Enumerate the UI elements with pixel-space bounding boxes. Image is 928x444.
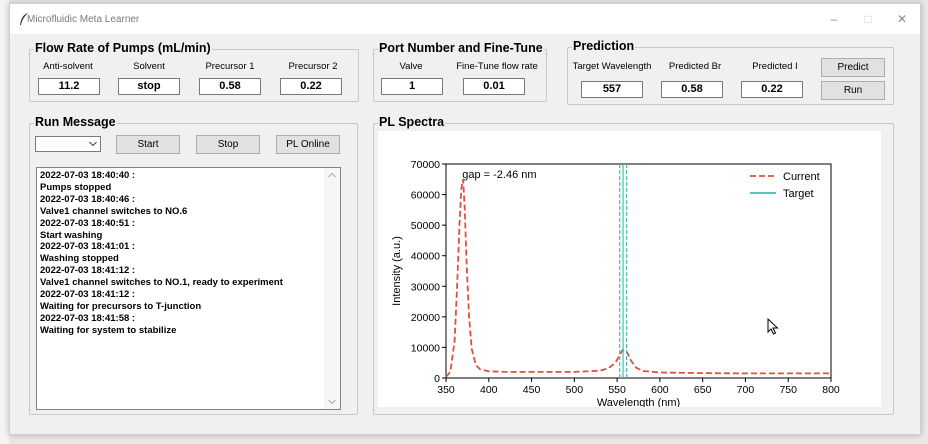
run-button[interactable]: Run	[821, 81, 885, 100]
start-button[interactable]: Start	[116, 135, 180, 154]
plot-frame	[445, 163, 832, 379]
x-tick-label: 350	[437, 384, 455, 396]
scroll-up-icon[interactable]	[328, 172, 336, 178]
predict-button[interactable]: Predict	[821, 58, 885, 77]
prediction-title: Prediction	[572, 39, 636, 53]
close-icon[interactable]: ✕	[896, 12, 908, 26]
pl-spectra-title: PL Spectra	[378, 115, 446, 129]
log-line: Waiting for system to stabilize	[40, 324, 177, 336]
y-tick-label: 50000	[411, 220, 440, 232]
background-window-strip	[0, 0, 9, 444]
legend-target-label: Target	[783, 188, 814, 200]
y-tick-label: 60000	[411, 190, 440, 202]
pump-label-solvent: Solvent	[133, 61, 165, 72]
scroll-down-icon[interactable]	[328, 399, 336, 405]
y-tick-label: 0	[434, 373, 440, 385]
log-line: Valve1 channel switches to NO.1, ready t…	[40, 277, 283, 289]
title-bar: Microfluidic Meta Learner – □ ✕	[10, 4, 920, 34]
anti-solvent-field[interactable]: 11.2	[38, 78, 100, 95]
y-tick-label: 20000	[411, 312, 440, 324]
pumps-title: Flow Rate of Pumps (mL/min)	[34, 41, 212, 55]
log-line: Start washing	[40, 229, 103, 241]
x-tick-label: 550	[608, 384, 626, 396]
target-wavelength-field[interactable]: 557	[581, 81, 643, 98]
stop-button[interactable]: Stop	[196, 135, 260, 154]
log-line: 2022-07-03 18:41:01 :	[40, 241, 136, 253]
run-log-lines: 2022-07-03 18:40:40 : Pumps stopped 2022-0…	[40, 170, 330, 337]
log-line: Washing stopped	[40, 253, 119, 265]
valve-field[interactable]: 1	[381, 78, 443, 95]
x-tick-label: 750	[779, 384, 797, 396]
y-tick-label: 10000	[411, 342, 440, 354]
valve-label: Valve	[399, 61, 423, 72]
log-line: 2022-07-03 18:40:46 :	[40, 193, 136, 205]
run-combo[interactable]	[35, 136, 101, 152]
pump-label-precursor-2: Precursor 2	[288, 61, 338, 72]
predicted-i-label: Predicted I	[752, 61, 798, 72]
x-tick-label: 650	[694, 384, 712, 396]
minimize-icon[interactable]: –	[830, 12, 838, 26]
port-title: Port Number and Fine-Tune	[378, 41, 544, 55]
log-line: 2022-07-03 18:40:40 :	[40, 170, 136, 181]
target-wavelength-label: Target Wavelength	[572, 61, 652, 72]
pl-spectra-chart: 350 400 450 500 550 600 650 700 750 800 0 10000 2000…	[391, 159, 840, 409]
pl-chart-area: 350 400 450 500 550 600 650 700 750 800 0 10000 2000…	[378, 131, 881, 409]
precursor-1-field[interactable]: 0.58	[199, 78, 261, 95]
x-axis-label: Wavelength (nm)	[597, 397, 680, 407]
pumps-group: Flow Rate of Pumps (mL/min) Anti-solvent…	[29, 41, 359, 102]
x-tick-label: 700	[737, 384, 755, 396]
log-line: Waiting for precursors to T-junction	[40, 300, 202, 312]
predicted-i-field[interactable]: 0.22	[741, 81, 803, 98]
pl-online-button[interactable]: PL Online	[276, 135, 340, 154]
run-log[interactable]: 2022-07-03 18:40:40 : Pumps stopped 2022-0…	[36, 167, 341, 410]
x-tick-label: 500	[566, 384, 584, 396]
predicted-br-label: Predicted Br	[668, 61, 722, 72]
log-line: Valve1 channel switches to NO.6	[40, 205, 188, 217]
maximize-icon[interactable]: □	[864, 12, 872, 26]
log-line: Pumps stopped	[40, 181, 112, 193]
log-line: 2022-07-03 18:41:58 :	[40, 312, 136, 324]
series-current-line	[445, 179, 831, 378]
log-line: 2022-07-03 18:40:51 :	[40, 217, 136, 229]
y-tick-label: 70000	[411, 159, 440, 171]
window-title: Microfluidic Meta Learner	[27, 14, 140, 25]
predicted-br-field[interactable]: 0.58	[661, 81, 723, 98]
pump-label-precursor-1: Precursor 1	[205, 61, 255, 72]
y-tick-label: 40000	[411, 251, 440, 263]
x-tick-label: 600	[651, 384, 669, 396]
fine-tune-label: Fine-Tune flow rate	[456, 61, 538, 72]
port-group: Port Number and Fine-Tune Valve Fine-Tun…	[373, 41, 547, 102]
pl-spectra-group: PL Spectra 350 400 450 500 550 600 650 700 750 80…	[373, 115, 894, 415]
solvent-field[interactable]: stop	[118, 78, 180, 95]
y-tick-label: 30000	[411, 281, 440, 293]
prediction-group: Prediction Target Wavelength Predicted B…	[567, 39, 894, 105]
x-tick-label: 400	[480, 384, 498, 396]
x-tick-label: 800	[822, 384, 840, 396]
y-axis-label: Intensity (a.u.)	[391, 236, 403, 306]
pump-label-anti-solvent: Anti-solvent	[43, 61, 93, 72]
chevron-down-icon	[89, 141, 97, 147]
run-message-group: Run Message Start Stop PL Online 2022-07…	[29, 115, 358, 415]
log-line: 2022-07-03 18:41:12 :	[40, 265, 136, 277]
log-line: 2022-07-03 18:41:12 :	[40, 289, 136, 301]
run-message-title: Run Message	[34, 115, 117, 129]
fine-tune-field[interactable]: 0.01	[463, 78, 525, 95]
gap-annotation: gap = -2.46 nm	[462, 169, 536, 181]
legend-current-label: Current	[783, 171, 820, 183]
mouse-cursor-icon	[767, 318, 779, 335]
main-window: Microfluidic Meta Learner – □ ✕ Flow Rat…	[9, 3, 921, 435]
x-tick-label: 450	[523, 384, 541, 396]
feather-icon	[20, 13, 28, 25]
precursor-2-field[interactable]: 0.22	[280, 78, 342, 95]
log-scrollbar[interactable]	[324, 168, 340, 409]
